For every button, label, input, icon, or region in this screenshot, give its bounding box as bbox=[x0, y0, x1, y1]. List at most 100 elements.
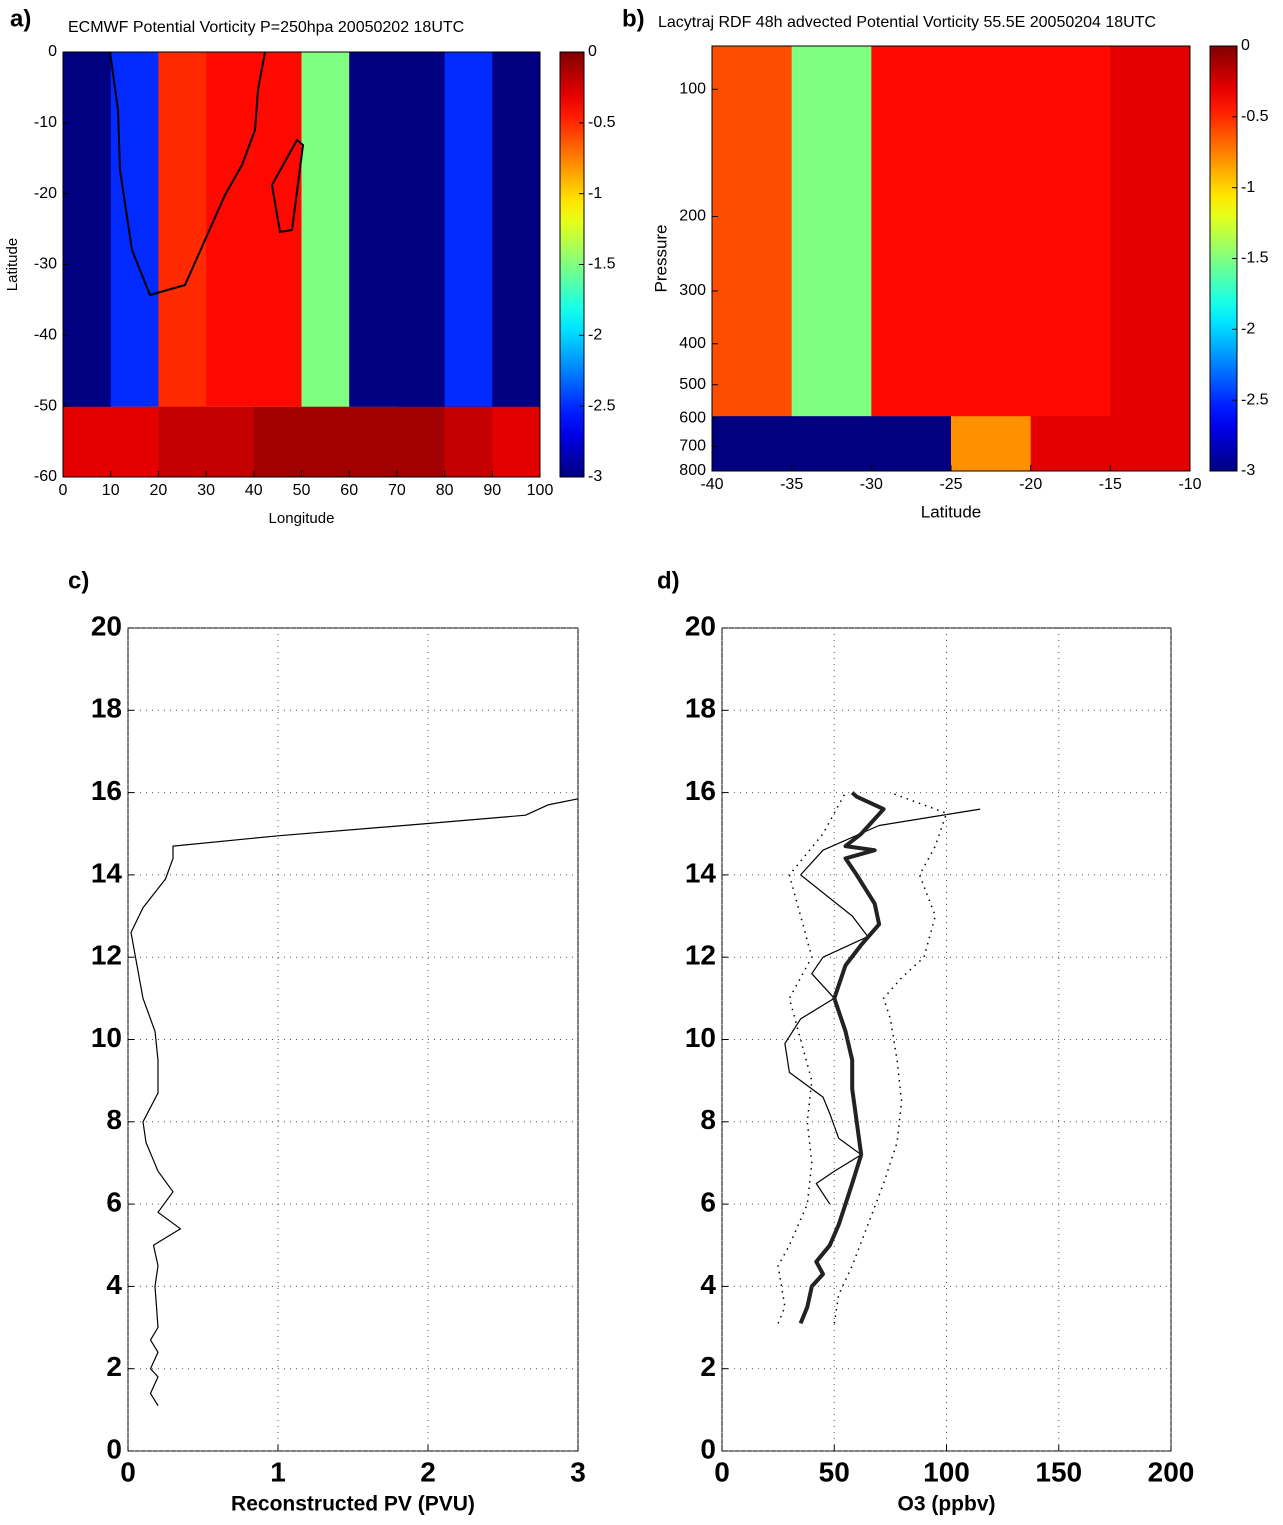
y-tick-label: 6 bbox=[106, 1186, 122, 1217]
colorbar-tick-label: -2 bbox=[588, 327, 602, 344]
x-tick-label: 80 bbox=[436, 482, 454, 499]
heatmap-cell bbox=[791, 46, 872, 417]
y-tick-label: -40 bbox=[34, 327, 57, 344]
y-tick-label: 0 bbox=[48, 43, 57, 60]
profile-line bbox=[784, 808, 981, 1205]
y-tick-label: 300 bbox=[679, 282, 706, 299]
y-tick-label: 200 bbox=[679, 208, 706, 225]
heatmap-cell bbox=[492, 52, 541, 407]
x-tick-label: 0 bbox=[59, 482, 68, 499]
colorbar-tick-label: -1.5 bbox=[588, 256, 616, 273]
colorbar-tick-label: -1 bbox=[1241, 179, 1255, 196]
y-axis-label: Latitude bbox=[4, 238, 21, 291]
y-tick-label: 700 bbox=[679, 438, 706, 455]
x-axis-label: Latitude bbox=[921, 502, 982, 521]
x-tick-label: -25 bbox=[939, 476, 962, 493]
x-tick-label: 60 bbox=[340, 482, 358, 499]
y-tick-label: -20 bbox=[34, 185, 57, 202]
x-tick-label: -10 bbox=[1178, 476, 1201, 493]
profile-line bbox=[798, 791, 886, 1325]
y-tick-label: 8 bbox=[106, 1104, 122, 1135]
heatmap-cell bbox=[871, 46, 952, 417]
x-tick-label: 50 bbox=[819, 1456, 850, 1487]
panel-label: c) bbox=[68, 567, 89, 594]
plot-frame bbox=[721, 627, 1172, 1452]
heatmap-cell bbox=[158, 52, 207, 407]
heatmap-cell bbox=[63, 52, 112, 407]
x-tick-label: 2 bbox=[420, 1456, 436, 1487]
y-tick-label: -50 bbox=[34, 397, 57, 414]
heatmap-cell bbox=[1110, 46, 1191, 417]
colorbar-tick-label: -2.5 bbox=[588, 397, 616, 414]
heatmap-cell bbox=[206, 52, 255, 407]
coastline bbox=[109, 51, 305, 297]
colorbar-tick-label: -0.5 bbox=[1241, 108, 1269, 125]
x-tick-label: 20 bbox=[150, 482, 168, 499]
y-tick-label: 8 bbox=[700, 1104, 716, 1135]
colorbar-tick-label: 0 bbox=[588, 43, 597, 60]
colorbar-tick-label: -2 bbox=[1241, 321, 1255, 338]
heatmap-cell bbox=[712, 46, 793, 417]
y-tick-label: 16 bbox=[685, 775, 716, 806]
x-tick-label: 3 bbox=[570, 1456, 586, 1487]
x-tick-label: 1 bbox=[270, 1456, 286, 1487]
y-tick-label: -10 bbox=[34, 114, 57, 131]
profile-line bbox=[130, 798, 579, 1407]
x-tick-label: -20 bbox=[1019, 476, 1042, 493]
y-tick-label: 10 bbox=[685, 1022, 716, 1053]
y-tick-label: 600 bbox=[679, 409, 706, 426]
x-tick-label: 90 bbox=[483, 482, 501, 499]
panel-label: a) bbox=[10, 5, 31, 32]
colorbar-tick-label: -3 bbox=[588, 468, 602, 485]
x-tick-label: 10 bbox=[102, 482, 120, 499]
x-tick-label: 0 bbox=[120, 1456, 136, 1487]
y-tick-label: -30 bbox=[34, 256, 57, 273]
x-tick-label: 200 bbox=[1148, 1456, 1195, 1487]
y-tick-label: 4 bbox=[106, 1269, 122, 1300]
colorbar-tick-label: -3 bbox=[1241, 462, 1255, 479]
y-tick-label: 18 bbox=[685, 693, 716, 724]
y-tick-label: 6 bbox=[700, 1186, 716, 1217]
x-tick-label: -30 bbox=[860, 476, 883, 493]
heatmap-cell bbox=[951, 46, 1032, 417]
y-tick-label: -60 bbox=[34, 468, 57, 485]
y-tick-label: 10 bbox=[91, 1022, 122, 1053]
coastline bbox=[109, 51, 266, 297]
x-axis-label: O3 (ppbv) bbox=[898, 1493, 996, 1516]
heatmap-cell bbox=[444, 52, 493, 407]
plot-frame bbox=[127, 627, 579, 1452]
y-tick-label: 12 bbox=[685, 940, 716, 971]
x-axis-label: Longitude bbox=[269, 510, 335, 527]
x-tick-label: 100 bbox=[923, 1456, 970, 1487]
y-tick-label: 16 bbox=[91, 775, 122, 806]
panel-label: b) bbox=[622, 5, 645, 32]
y-tick-label: 20 bbox=[685, 610, 716, 641]
heatmap-cell bbox=[253, 52, 302, 407]
x-tick-label: 50 bbox=[293, 482, 311, 499]
chart-title: Lacytraj RDF 48h advected Potential Vort… bbox=[658, 14, 1156, 31]
y-axis-label: Pressure bbox=[651, 224, 670, 292]
x-tick-label: 150 bbox=[1035, 1456, 1082, 1487]
colorbar-tick-label: -2.5 bbox=[1241, 391, 1269, 408]
panel-label: d) bbox=[657, 567, 680, 594]
y-tick-label: 12 bbox=[91, 940, 122, 971]
y-tick-label: 14 bbox=[685, 857, 717, 888]
y-tick-label: 0 bbox=[106, 1433, 122, 1464]
heatmap-cell bbox=[396, 52, 446, 407]
profile-line bbox=[777, 792, 847, 1324]
heatmap-cell bbox=[301, 52, 350, 407]
y-tick-label: 2 bbox=[106, 1351, 122, 1382]
colorbar-tick-label: -1 bbox=[588, 185, 602, 202]
y-tick-label: 800 bbox=[679, 462, 706, 479]
y-tick-label: 14 bbox=[91, 857, 123, 888]
x-tick-label: -35 bbox=[780, 476, 803, 493]
x-tick-label: -15 bbox=[1099, 476, 1122, 493]
x-tick-label: 40 bbox=[245, 482, 263, 499]
colorbar-tick-label: 0 bbox=[1241, 37, 1250, 54]
y-tick-label: 18 bbox=[91, 693, 122, 724]
y-tick-label: 500 bbox=[679, 376, 706, 393]
x-tick-label: 0 bbox=[714, 1456, 730, 1487]
x-tick-label: 70 bbox=[388, 482, 406, 499]
x-tick-label: 100 bbox=[527, 482, 554, 499]
